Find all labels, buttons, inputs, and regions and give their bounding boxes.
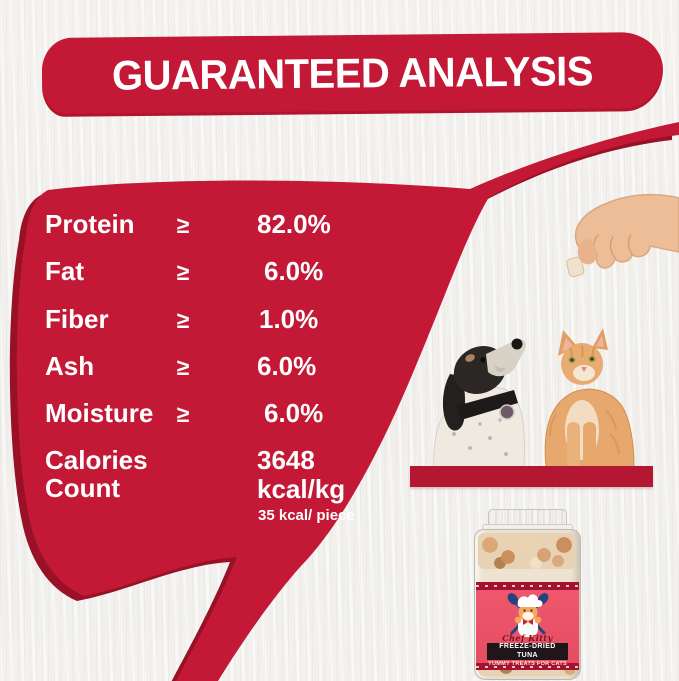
cat-head [558,328,608,385]
dog-speckles [452,418,508,456]
red-shape-body [16,122,679,681]
page-title: GUARANTEED ANALYSIS [111,48,594,100]
product-name-ribbon: FREEZE-DRIED TUNA [487,643,568,660]
jar-glass: Chef Kitty FREEZE-DRIED TUNA YUMMY TREAT… [474,529,581,680]
product-jar-photo: Chef Kitty FREEZE-DRIED TUNA YUMMY TREAT… [466,509,587,681]
dog-photo [433,338,526,467]
cat-front-legs [567,422,596,467]
label-band-bottom [476,663,579,670]
cat-photo [544,328,635,467]
title-banner: GUARANTEED ANALYSIS [41,32,664,117]
shelf-bar [410,466,653,487]
product-tagline: YUMMY TREATS FOR CATS [487,661,568,667]
cat-stripes [549,409,620,455]
hand-shape [574,193,679,269]
chef-cat-mascot [507,593,549,637]
hand-with-treat-photo [566,193,679,278]
brand-script: Chef Kitty [502,633,553,643]
product-name: FREEZE-DRIED TUNA [499,643,556,659]
dog-collar [456,390,518,420]
dog-head [453,338,526,394]
pets-photo [433,328,635,467]
dog-collar-tag [499,404,515,420]
treat-piece [566,256,585,278]
dog-ear [442,374,466,431]
jar-label: Chef Kitty FREEZE-DRIED TUNA YUMMY TREAT… [476,582,579,670]
jar-treats-top [478,533,575,569]
label-band-top [476,582,579,590]
